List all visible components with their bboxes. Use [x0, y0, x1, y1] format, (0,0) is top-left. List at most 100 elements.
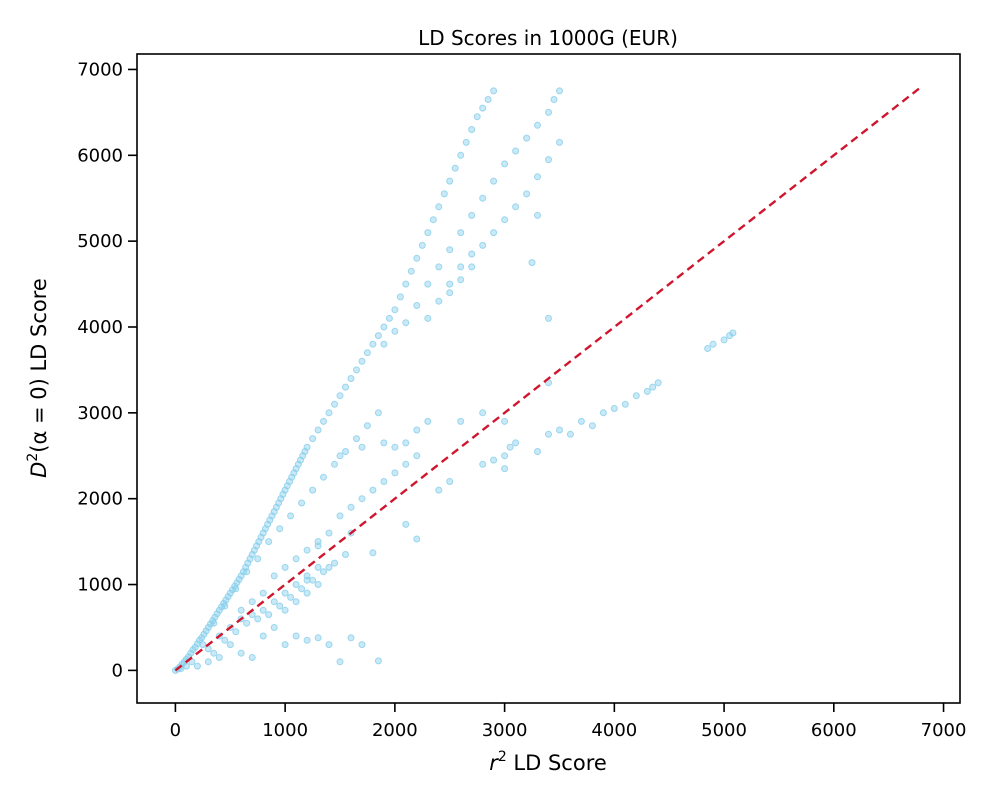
data-point — [451, 164, 459, 172]
data-point — [265, 611, 273, 619]
y-tick-label: 4000 — [77, 317, 123, 338]
data-point — [353, 435, 360, 443]
data-point — [528, 259, 536, 267]
data-point — [281, 606, 289, 614]
data-point — [654, 379, 662, 387]
data-point — [314, 634, 322, 642]
data-point — [649, 383, 657, 391]
data-point — [413, 426, 421, 434]
x-tick-label: 7000 — [921, 720, 967, 741]
data-point — [303, 443, 311, 451]
data-point — [473, 113, 481, 121]
data-point — [413, 302, 421, 309]
x-axis-label-rest: LD Score — [507, 751, 607, 775]
data-point — [435, 486, 443, 494]
data-point — [276, 602, 284, 610]
data-point — [407, 267, 415, 275]
data-point — [435, 263, 443, 271]
data-point — [457, 263, 465, 271]
data-point — [232, 585, 240, 593]
data-point — [484, 96, 492, 103]
data-point — [254, 615, 262, 623]
data-point — [457, 276, 465, 284]
data-point — [309, 435, 317, 443]
data-point — [391, 327, 399, 335]
data-point — [413, 535, 421, 543]
data-point — [556, 426, 563, 434]
data-point — [325, 641, 333, 649]
data-point — [556, 87, 563, 95]
data-point — [281, 641, 289, 649]
data-point — [490, 229, 498, 237]
y-tick-label: 3000 — [77, 403, 123, 424]
data-point — [336, 512, 344, 520]
data-point — [402, 460, 410, 468]
data-point — [292, 555, 300, 563]
data-point — [226, 641, 234, 649]
data-point — [314, 581, 322, 588]
data-point — [303, 589, 311, 597]
data-point — [204, 624, 212, 631]
x-axis-label-sup: 2 — [498, 749, 507, 765]
data-point — [545, 108, 552, 116]
data-point — [566, 430, 574, 438]
data-point — [720, 336, 728, 344]
data-point — [298, 585, 306, 593]
data-point — [331, 400, 338, 408]
data-point — [320, 417, 327, 425]
data-point — [385, 314, 393, 322]
data-point — [413, 254, 421, 262]
plot-area — [136, 53, 961, 704]
data-point — [193, 662, 201, 670]
data-point — [374, 409, 382, 417]
data-point — [342, 383, 349, 391]
data-point — [309, 486, 317, 494]
data-point — [479, 104, 487, 112]
y-tick-label: 5000 — [77, 231, 123, 252]
data-point — [358, 443, 366, 451]
y-axis-label-sup: 2 — [25, 453, 41, 462]
data-point — [369, 486, 377, 494]
y-tick-label: 0 — [112, 660, 123, 681]
data-point — [632, 392, 640, 400]
data-point — [210, 619, 218, 627]
data-point — [501, 216, 509, 224]
x-axis-label-base: r — [489, 751, 499, 775]
data-point — [237, 649, 245, 657]
y-axis: 0 1000 2000 3000 4000 5000 6000 7000 — [77, 59, 137, 681]
data-point — [577, 417, 585, 425]
x-tick-label: 6000 — [811, 720, 857, 741]
data-point — [457, 229, 465, 237]
data-point — [298, 499, 306, 507]
data-point — [303, 546, 311, 554]
points-layer — [171, 87, 737, 674]
data-point — [402, 439, 410, 447]
data-point — [287, 593, 295, 601]
data-point — [391, 306, 399, 314]
data-point — [235, 575, 243, 583]
data-point — [402, 520, 410, 528]
data-point — [429, 216, 437, 224]
x-axis: 0 1000 2000 3000 4000 5000 6000 7000 — [170, 703, 967, 741]
data-point — [309, 576, 317, 584]
data-point — [204, 658, 212, 666]
data-point — [221, 602, 229, 610]
data-point — [391, 469, 399, 477]
data-point — [506, 443, 514, 451]
data-point — [303, 636, 311, 644]
data-point — [270, 572, 278, 580]
data-point — [435, 297, 443, 305]
x-tick-label: 2000 — [372, 720, 418, 741]
data-point — [446, 246, 454, 254]
data-point — [501, 417, 509, 425]
y-tick-label: 7000 — [77, 59, 123, 80]
data-point — [347, 634, 355, 642]
data-point — [490, 456, 498, 464]
data-point — [232, 628, 240, 636]
data-point — [523, 134, 531, 142]
data-point — [402, 280, 410, 288]
x-tick-label: 3000 — [482, 720, 528, 741]
data-point — [353, 366, 360, 374]
data-point — [446, 280, 454, 288]
data-point — [342, 448, 349, 455]
